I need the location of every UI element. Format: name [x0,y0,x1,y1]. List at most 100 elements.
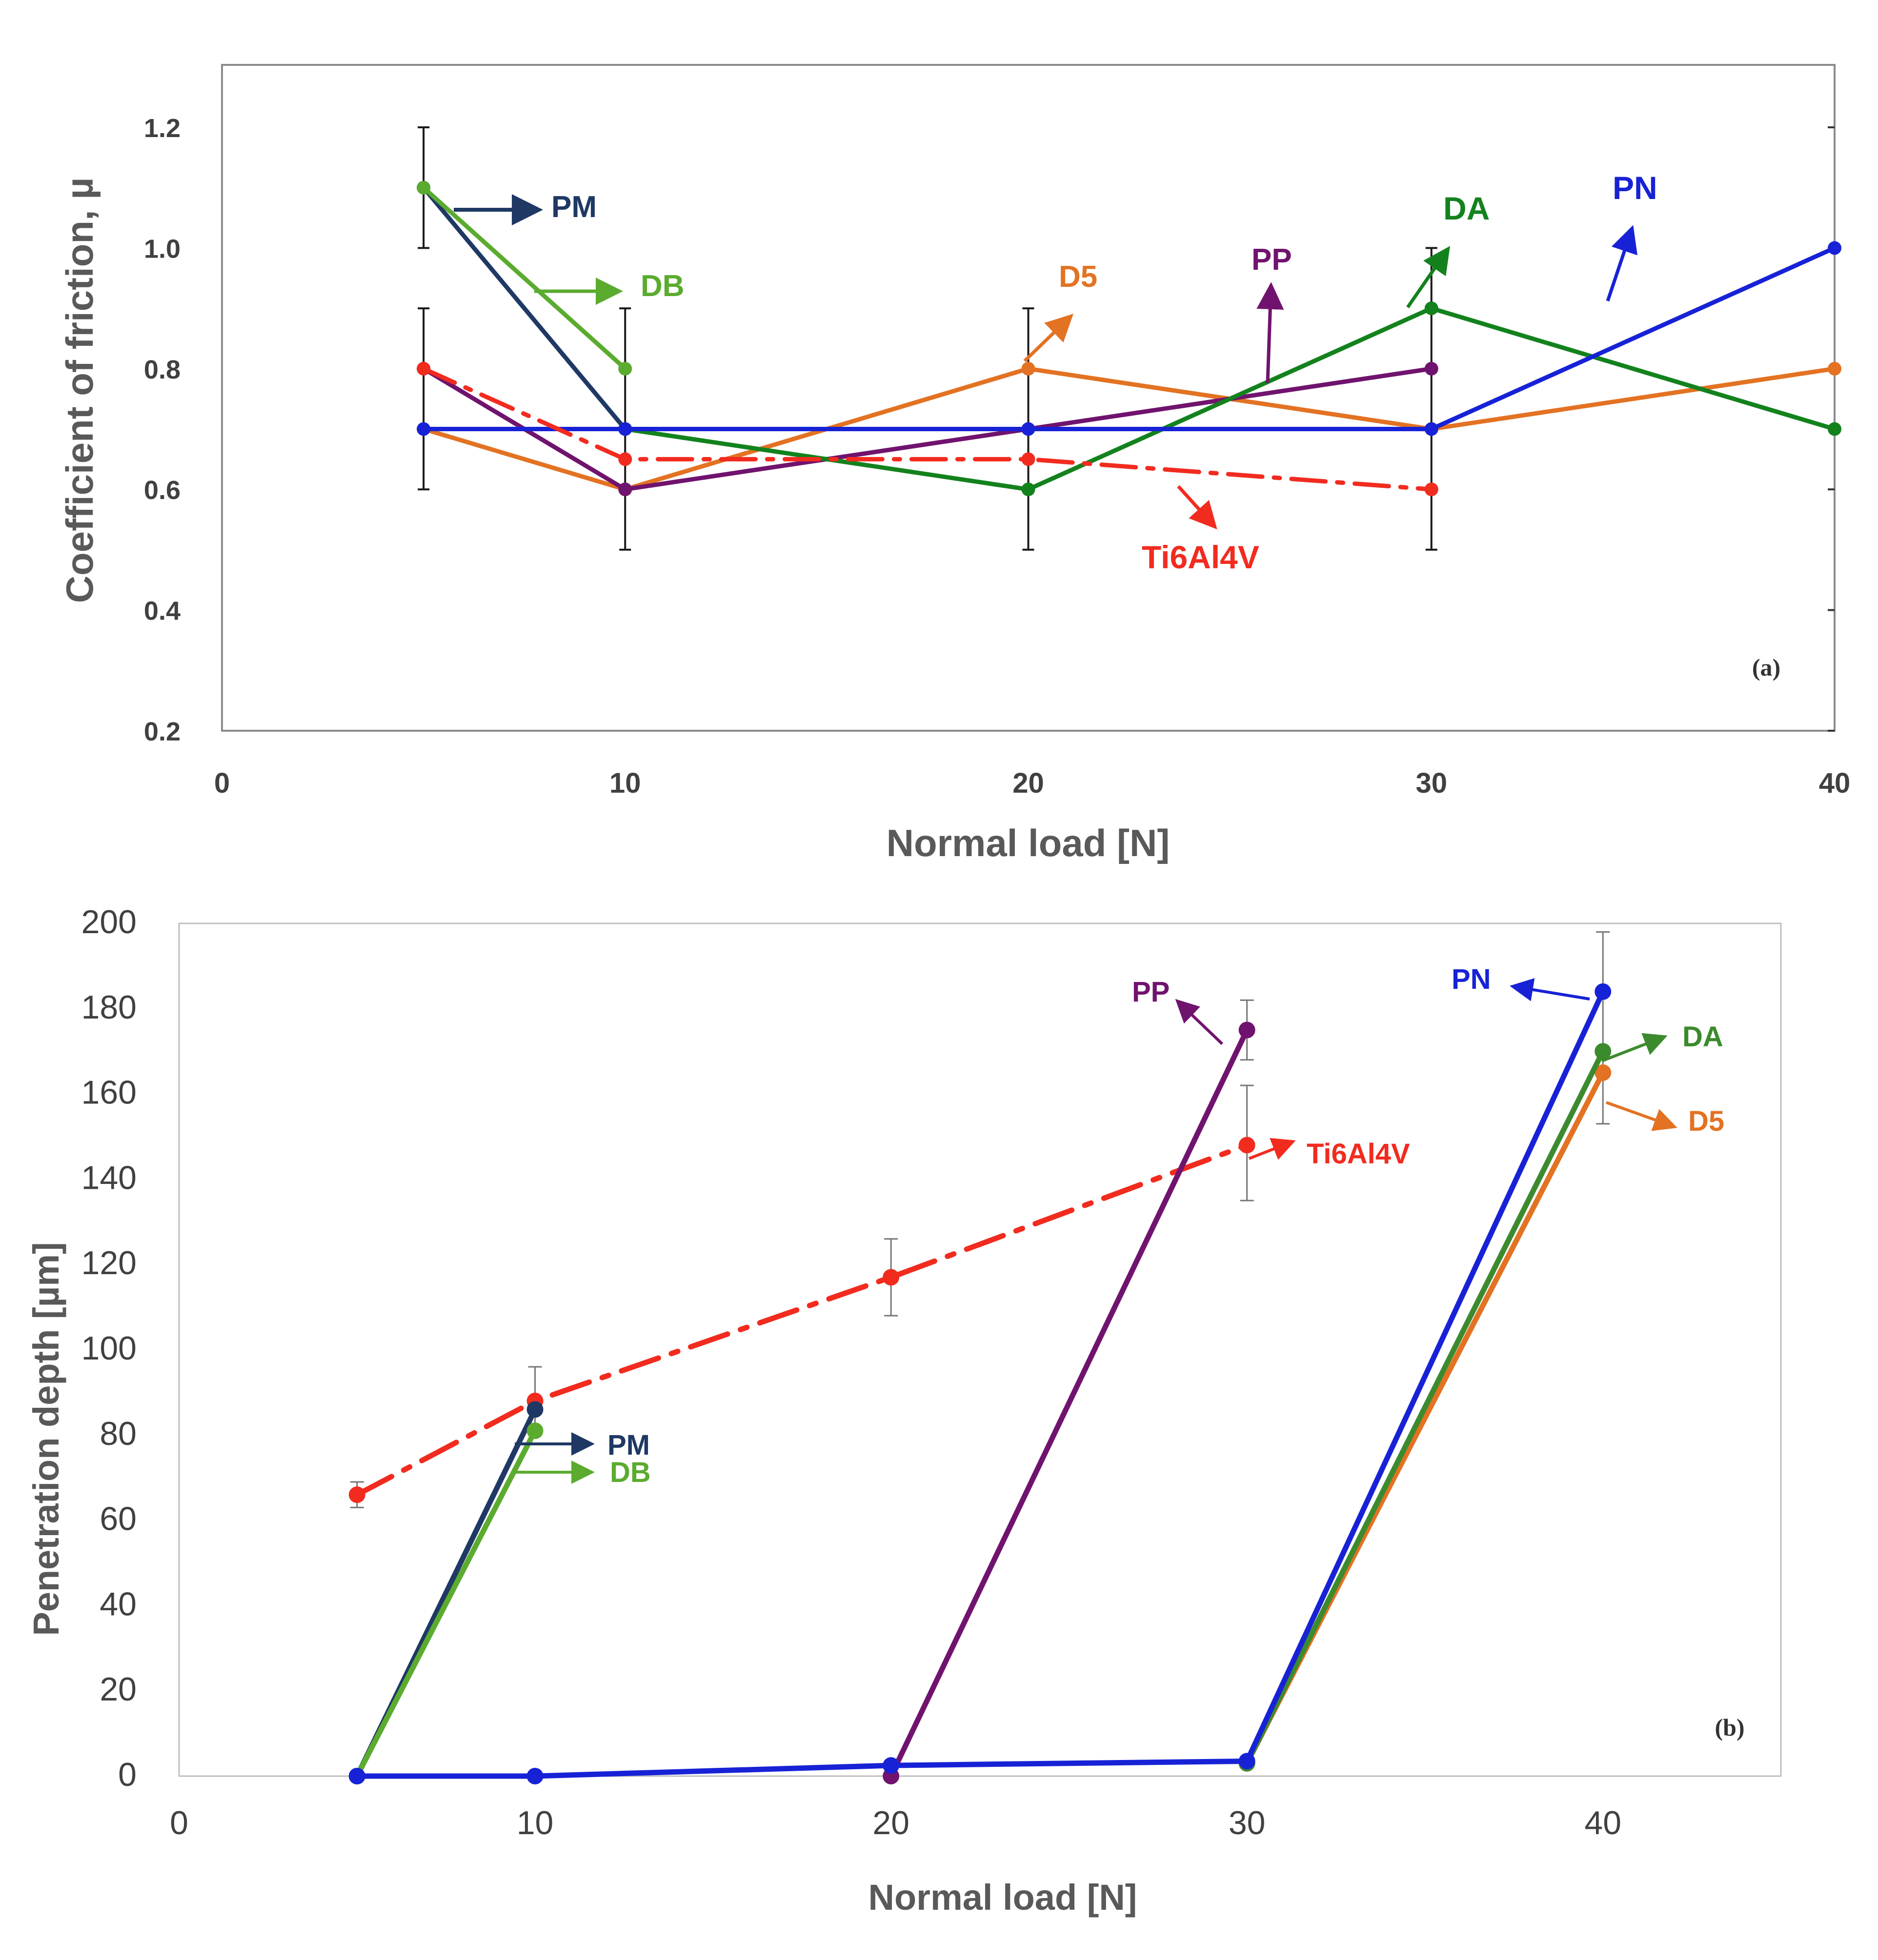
data-point-pn [883,1757,900,1774]
y-tick-label: 0.8 [144,355,181,384]
data-point-ti6al4v [348,1486,365,1503]
x-axis-label-a: Normal load [N] [887,821,1170,864]
annotation-arrow-pn-b [1510,978,1590,1001]
plot-frame-b [178,922,1782,1777]
x-tick-label: 40 [1584,1804,1621,1841]
data-point-ti6al4v [417,361,431,376]
data-point-pm [526,1401,544,1418]
annotation-label-pm-b: PM [607,1429,650,1461]
annotation-arrow-pp-b [1175,999,1224,1045]
y-tick-label: 200 [81,903,137,940]
y-tick-label: 1.2 [144,114,181,143]
y-tick-label: 0 [118,1756,137,1793]
data-point-da [1424,301,1438,316]
data-point-pn [1238,1753,1255,1770]
y-tick-label: 80 [100,1415,137,1452]
data-point-pn [348,1768,365,1784]
data-point-pn [1424,422,1438,436]
x-tick-label: 10 [609,767,641,799]
series-line-da [1244,1048,1606,1766]
data-point-d5 [1021,361,1035,376]
x-tick-label: 40 [1819,767,1851,799]
data-point-pn [618,422,632,436]
annotation-label-pn: PN [1613,170,1657,206]
data-point-db [618,361,632,376]
series-a [417,180,1841,497]
series-line-db [354,1428,538,1779]
data-point-da [1595,1043,1612,1060]
data-point-db [526,1422,544,1440]
data-point-pn [1595,983,1612,1000]
x-tick-label: 20 [1012,767,1044,799]
y-tick-label: 120 [81,1244,137,1281]
y-tick-label: 180 [81,989,137,1026]
x-tick-label: 10 [517,1804,554,1841]
data-point-d5 [1828,361,1841,376]
annotation-arrow-d5-b [1605,1101,1677,1131]
annotation-label-pp-b: PP [1132,976,1170,1008]
annotation-label-db: DB [641,269,685,303]
annotation-arrow-ti6al4v [1177,485,1217,530]
data-point-da [1828,422,1841,436]
data-point-ti6al4v [1424,482,1438,497]
x-axis-label-b: Normal load [N] [868,1877,1137,1918]
data-point-pn [1021,422,1035,436]
annotation-arrow-pp [1256,282,1284,383]
panel-label-b: (b) [1715,1714,1744,1741]
annotation-label-da: DA [1443,190,1490,226]
y-tick-label: 160 [81,1074,137,1111]
annotation-arrow-da [1406,246,1450,308]
annotation-arrow-da-b [1601,1033,1668,1062]
y-tick-label: 20 [100,1671,137,1708]
x-tick-label: 20 [872,1804,909,1841]
x-tick-label: 0 [214,767,230,799]
x-tick-label: 0 [170,1804,188,1841]
data-point-pn [526,1768,544,1784]
x-tick-label: 30 [1229,1804,1266,1841]
axis-ticks-a: 0.2 0.4 0.6 0.8 1.0 1.2 0 10 20 30 40 [144,114,1850,799]
data-point-pp [618,482,632,497]
annotation-arrow-d5 [1023,314,1074,362]
data-point-pp [1424,361,1438,376]
y-axis-label-a: Coefficient of friction, µ [58,178,101,603]
y-tick-label: 100 [81,1330,137,1367]
annotation-arrow-ti6al4v-b [1248,1138,1296,1160]
y-tick-label: 140 [81,1159,137,1196]
plot-frame-a [221,64,1836,732]
series-line-ti6al4v [354,1142,1250,1498]
data-point-ti6al4v [1021,452,1035,466]
annotation-label-ti6al4v-b: Ti6Al4V [1307,1138,1410,1170]
annotation-arrow-pn [1606,225,1637,302]
series-line-db [421,185,627,371]
panel-a: 0.2 0.4 0.6 0.8 1.0 1.2 0 10 20 30 40 Normal load … [58,64,1850,864]
annotation-label-pp: PP [1252,243,1292,277]
annotation-label-d5: D5 [1059,260,1097,294]
y-tick-label: 40 [100,1585,137,1622]
data-point-pp [1238,1021,1255,1039]
annotation-label-pm: PM [551,190,597,224]
annotation-label-db-b: DB [610,1457,651,1488]
y-tick-label: 1.0 [144,234,181,263]
data-point-pn [417,422,431,436]
panel-label-a: (a) [1752,654,1780,681]
y-tick-label: 0.2 [144,717,181,746]
series-line-pp [888,1027,1250,1779]
series-line-ti6al4v [421,366,1434,492]
data-point-ti6al4v [883,1269,900,1286]
data-point-da [1021,482,1035,497]
data-point-ti6al4v [1238,1137,1255,1154]
series-line-da [623,306,1837,492]
data-point-db [417,180,431,195]
series-line-pm [421,185,627,431]
panel-b: 0 20 40 60 80 100 120 140 160 180 200 0 10 20 30 40 Nor… [26,903,1782,1918]
annotation-label-pn-b: PN [1452,963,1491,995]
annotation-label-da-b: DA [1682,1021,1723,1053]
y-tick-label: 0.4 [144,597,181,626]
annotation-label-d5-b: D5 [1688,1105,1724,1137]
axis-ticks-b: 0 20 40 60 80 100 120 140 160 180 200 0 10 20 30 40 [81,903,1622,1841]
data-point-d5 [1595,1064,1612,1081]
data-point-pn [1828,241,1841,255]
annotation-label-ti6al4v: Ti6Al4V [1142,539,1259,575]
x-tick-label: 30 [1415,767,1447,799]
